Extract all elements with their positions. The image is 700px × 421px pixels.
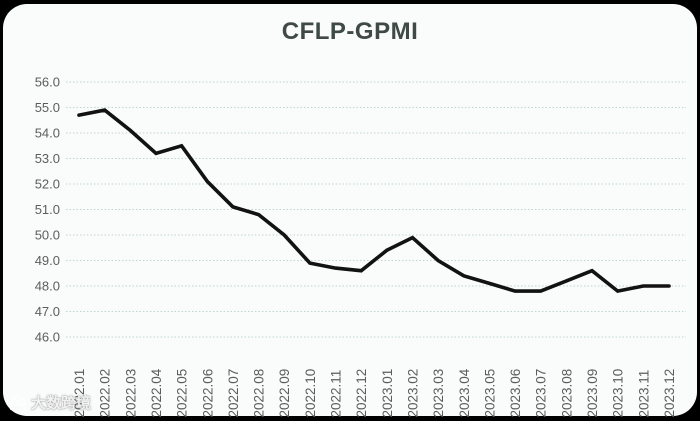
y-tick-label: 56.0	[35, 75, 60, 90]
x-tick-label: 2022.04	[149, 368, 164, 417]
x-tick-label: 2022.07	[226, 369, 241, 418]
y-tick-label: 49.0	[35, 253, 60, 268]
x-tick-label: 2022.03	[123, 369, 138, 418]
y-tick-label: 46.0	[35, 330, 60, 345]
pmi-line-series	[77, 108, 671, 294]
x-tick-label: 2023.03	[431, 369, 446, 418]
x-tick-label: 2022.01	[72, 369, 87, 418]
y-tick-label: 54.0	[35, 126, 60, 141]
x-tick-label: 2022.12	[354, 369, 369, 418]
line-chart: 56.0 55.0 54.0 53.0 52.0 51.0 50.0 49.0 48.0 47.0…	[35, 75, 686, 418]
x-tick-label: 2023.07	[534, 369, 549, 418]
x-tick-label: 2022.02	[98, 369, 113, 418]
y-tick-label: 52.0	[35, 177, 60, 192]
x-tick-label: 2022.06	[200, 369, 215, 418]
x-tick-label: 2023.05	[482, 369, 497, 418]
x-tick-label: 2023.01	[380, 369, 395, 418]
watermark: 大数跨境	[8, 392, 91, 413]
mascot-logo-icon	[9, 394, 27, 410]
x-tick-label: 2023.06	[508, 369, 523, 418]
x-tick-label: 2023.02	[405, 369, 420, 418]
x-tick-label: 2023.09	[585, 369, 600, 418]
y-tick-label: 55.0	[35, 100, 60, 115]
x-tick-label: 2022.05	[175, 369, 190, 418]
x-tick-label: 2023.10	[611, 369, 626, 418]
y-tick-label: 47.0	[35, 304, 60, 319]
x-tick-label: 2023.04	[457, 368, 472, 417]
x-tick-label: 2022.09	[277, 369, 292, 418]
x-tick-label: 2022.10	[303, 369, 318, 418]
x-tick-label: 2023.08	[559, 369, 574, 418]
x-tick-label: 2022.08	[252, 369, 267, 418]
x-tick-label: 2023.11	[636, 370, 651, 418]
y-tick-label: 51.0	[35, 202, 60, 217]
chart-card: CFLP-GPMI 56.0 55.0 54.0 53.0 52.0 51.0 50.0 49…	[3, 4, 697, 418]
y-tick-label: 50.0	[35, 228, 60, 243]
watermark-text: 大数跨境	[31, 395, 92, 412]
x-tick-label: 2023.12	[662, 369, 677, 418]
y-tick-label: 53.0	[35, 151, 60, 166]
chart-title: CFLP-GPMI	[281, 18, 419, 45]
y-tick-label: 48.0	[35, 279, 60, 294]
x-tick-label: 2022.11	[329, 370, 344, 418]
